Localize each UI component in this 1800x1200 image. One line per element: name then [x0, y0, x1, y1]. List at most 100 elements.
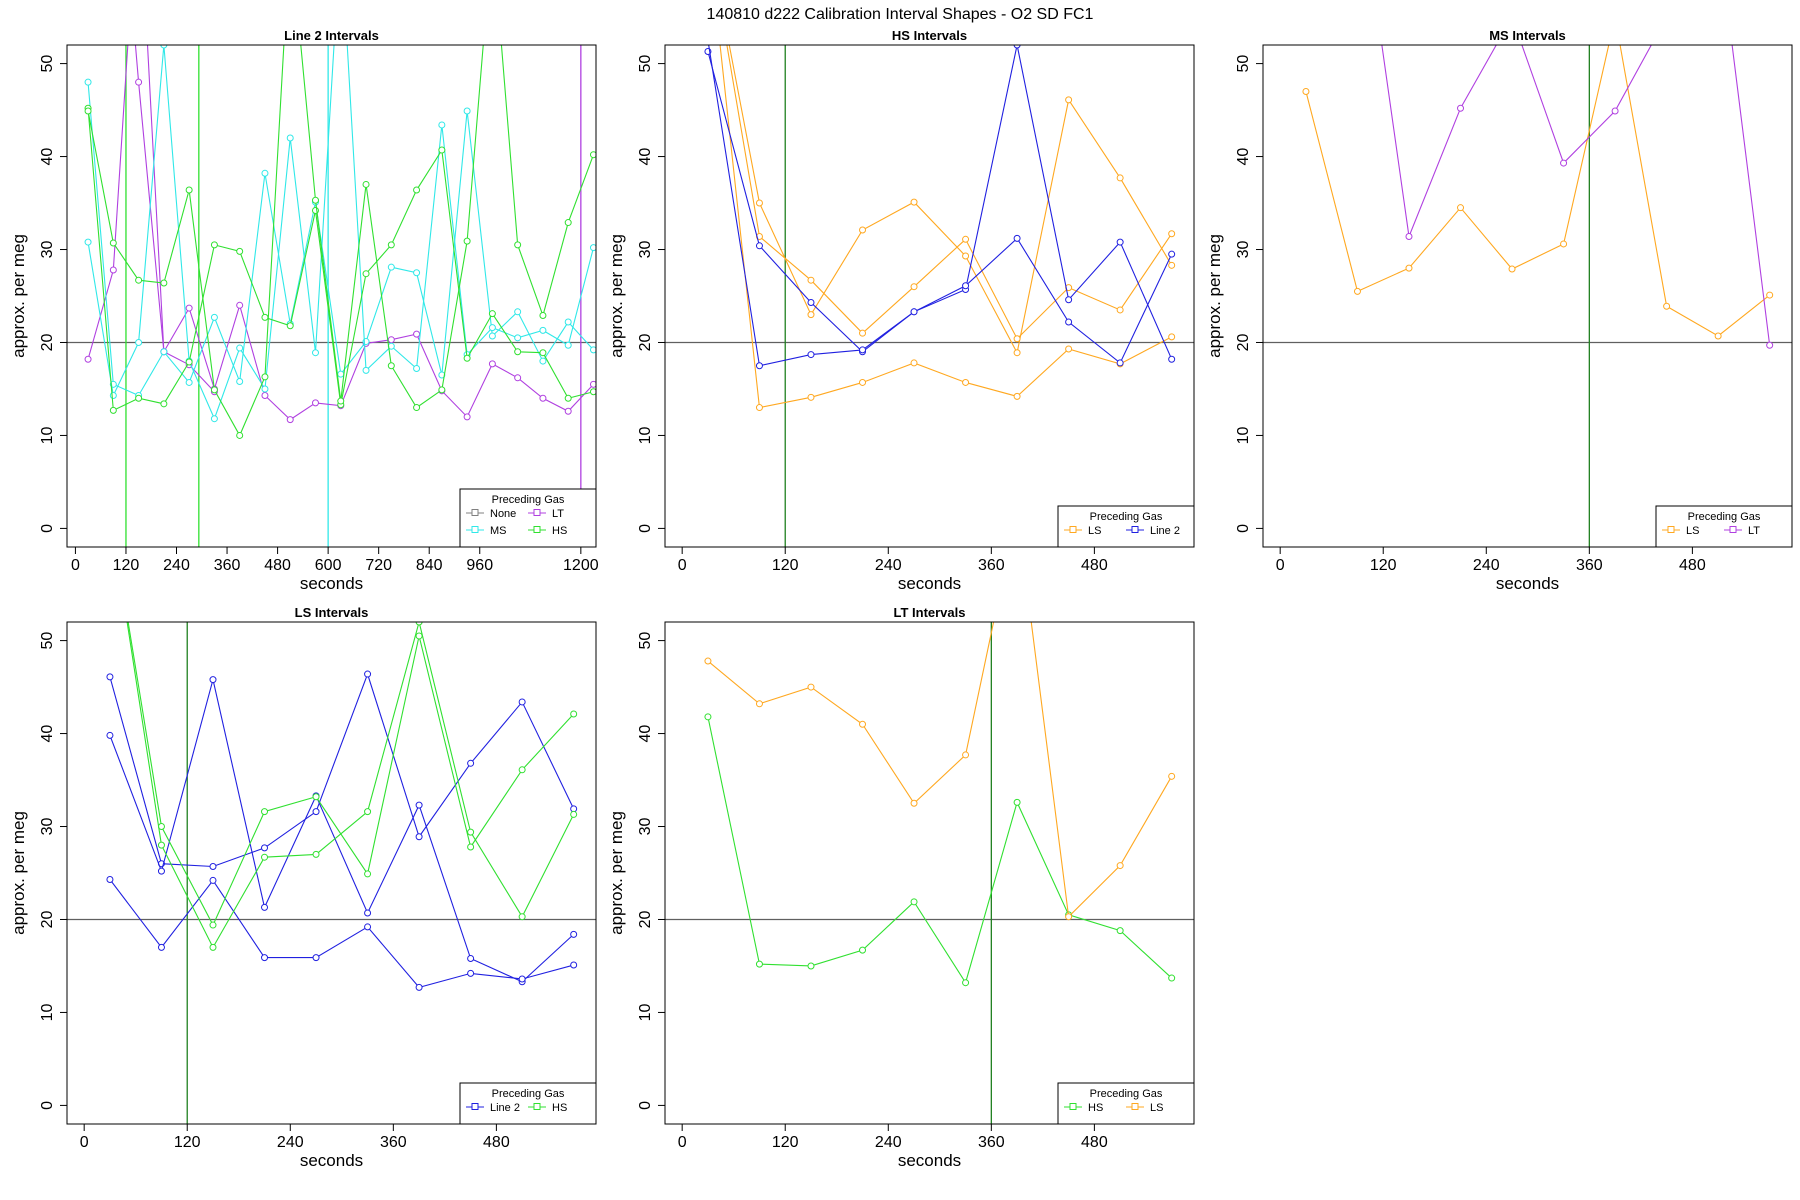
series-line [707, 716, 1173, 985]
data-point [413, 330, 421, 338]
x-tick-label: 480 [1081, 1134, 1108, 1151]
y-axis: 0 10 20 30 40 50 [39, 55, 67, 533]
x-tick-label: 240 [163, 557, 190, 574]
data-point [518, 766, 526, 774]
x-axis: 0 120 240 360 480 [1276, 546, 1706, 574]
data-point [106, 731, 114, 739]
x-tick-label: 240 [875, 557, 902, 574]
data-point [387, 241, 395, 249]
x-axis-label: seconds [898, 574, 961, 593]
legend-title: Preceding Gas [1090, 511, 1163, 523]
data-point [467, 759, 475, 767]
data-point [539, 394, 547, 402]
data-point [518, 975, 526, 983]
data-point [1116, 927, 1124, 935]
data-point [467, 955, 475, 963]
x-tick-label: 0 [1276, 557, 1285, 574]
y-tick-label: 30 [39, 818, 56, 836]
data-point [518, 698, 526, 706]
data-point [286, 416, 294, 424]
y-tick-label: 10 [39, 1003, 56, 1021]
data-point [107, 507, 113, 513]
data-point [364, 923, 372, 931]
chart-title: MS Intervals [1489, 28, 1566, 43]
series-ls [726, 45, 1176, 343]
data-point [157, 841, 165, 849]
y-tick-label: 50 [637, 632, 654, 650]
data-point [209, 676, 217, 684]
data-point [1457, 104, 1465, 112]
data-point [106, 876, 114, 884]
data-point [910, 898, 918, 906]
data-point [1013, 45, 1021, 49]
x-tick-label: 120 [1370, 557, 1397, 574]
data-point [1013, 234, 1021, 242]
data-point [1116, 306, 1124, 314]
data-point [362, 180, 370, 188]
y-tick-label: 20 [637, 910, 654, 928]
series-line-2 [106, 670, 578, 870]
plot-frame [1262, 44, 1793, 548]
data-point [589, 151, 596, 159]
data-point [135, 276, 143, 284]
legend-entry-hs: HS [528, 1102, 567, 1114]
data-point [107, 507, 113, 513]
data-point [261, 954, 269, 962]
data-point [362, 366, 370, 374]
y-tick-label: 40 [637, 725, 654, 743]
x-tick-label: 360 [978, 1134, 1005, 1151]
data-point [1168, 261, 1176, 269]
legend-label: HS [1088, 1102, 1103, 1114]
data-point [1353, 287, 1361, 295]
legend-entry-ls: LS [1064, 525, 1101, 537]
data-point [1612, 14, 1618, 20]
data-point [859, 329, 867, 337]
data-point [1065, 345, 1073, 353]
legend-entry-line-2: Line 2 [466, 1102, 520, 1114]
legend-marker [1131, 1103, 1139, 1110]
data-point [210, 386, 218, 394]
legend-marker [1069, 1103, 1077, 1110]
figure-title: 140810 d222 Calibration Interval Shapes … [707, 6, 1094, 23]
data-point [209, 921, 217, 929]
data-point [1116, 359, 1124, 367]
legend-box [1057, 1082, 1195, 1125]
legend-label: LT [552, 508, 564, 520]
x-tick-label: 240 [277, 1134, 304, 1151]
legend-title: Preceding Gas [1688, 511, 1761, 523]
y-tick-label: 20 [637, 333, 654, 351]
data-point [488, 310, 496, 318]
y-axis-label: approx. per meg [607, 811, 626, 935]
data-point [463, 237, 471, 245]
data-point [1168, 355, 1176, 363]
data-point [364, 808, 372, 816]
series-line [109, 679, 575, 983]
chart-title: LT Intervals [893, 605, 965, 620]
x-tick-label: 360 [978, 557, 1005, 574]
data-point [157, 943, 165, 951]
data-point [539, 349, 547, 357]
data-point [185, 358, 193, 366]
plot-area [665, 45, 1194, 547]
series-line [87, 108, 594, 412]
y-tick-label: 10 [1235, 426, 1252, 444]
data-point [311, 196, 319, 204]
data-point [1168, 333, 1176, 341]
data-point [109, 266, 117, 274]
data-point [438, 121, 446, 129]
data-point [1560, 159, 1568, 167]
data-point [589, 244, 596, 252]
data-point [1168, 974, 1176, 982]
data-point [807, 351, 815, 359]
data-point [463, 354, 471, 362]
series-line-2 [106, 876, 578, 991]
data-point [463, 107, 471, 115]
data-point [1065, 318, 1073, 326]
data-point [261, 391, 269, 399]
legend-marker [471, 509, 479, 516]
series-hs [84, 104, 596, 414]
data-point [564, 407, 572, 415]
legend-entry-line-2: Line 2 [1126, 525, 1180, 537]
data-point [962, 282, 970, 290]
data-point [261, 313, 269, 321]
